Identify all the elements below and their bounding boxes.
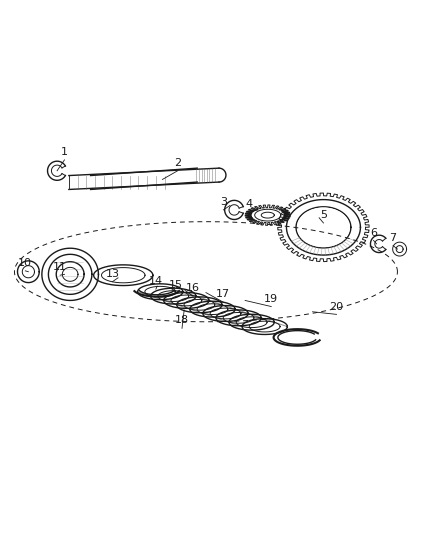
Ellipse shape — [297, 207, 350, 247]
Text: 4: 4 — [246, 199, 253, 209]
Text: 20: 20 — [329, 302, 343, 312]
Text: 6: 6 — [370, 228, 377, 238]
Text: 5: 5 — [320, 210, 327, 220]
Text: 7: 7 — [389, 233, 397, 243]
Text: 3: 3 — [220, 197, 227, 207]
Text: 1: 1 — [61, 147, 68, 157]
Text: 13: 13 — [106, 269, 120, 279]
Text: 16: 16 — [186, 283, 200, 293]
Text: 10: 10 — [18, 258, 32, 268]
Text: 18: 18 — [175, 316, 189, 326]
Text: 14: 14 — [149, 276, 163, 286]
Text: 19: 19 — [264, 294, 278, 304]
Text: 11: 11 — [53, 262, 67, 272]
Text: 17: 17 — [216, 289, 230, 300]
Text: 2: 2 — [174, 158, 181, 168]
Text: 15: 15 — [169, 280, 183, 290]
